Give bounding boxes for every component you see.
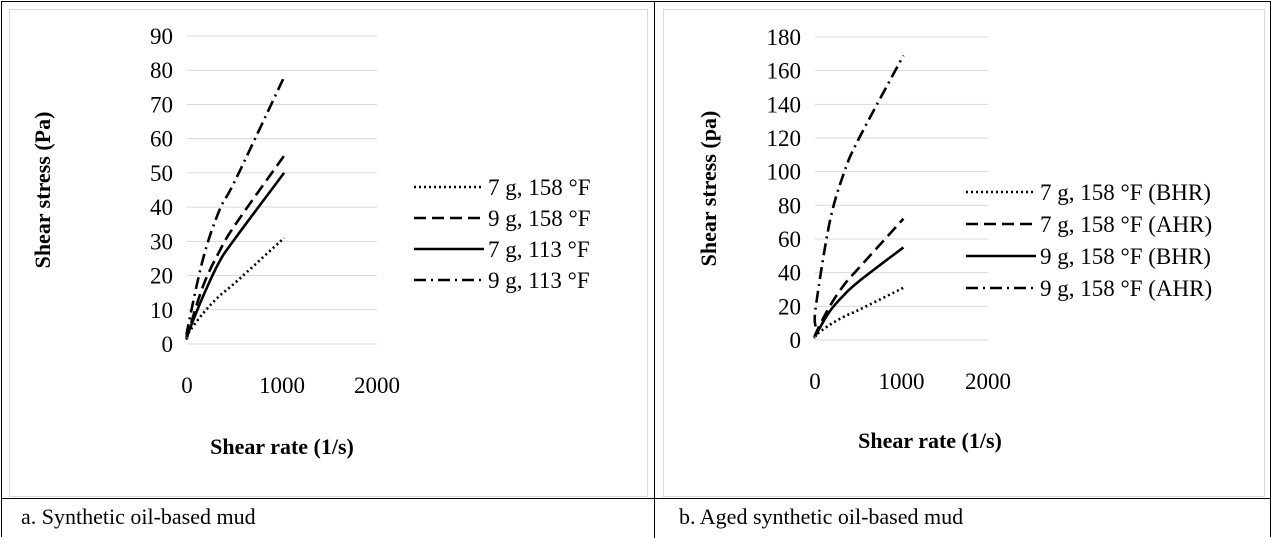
data-point [283,76,286,79]
x-tick-label: 2000 [965,369,1011,394]
y-tick-label: 160 [767,59,802,84]
legend-label-1: 7 g, 158 °F [488,175,591,200]
y-tick-label: 10 [150,298,173,323]
chart-a-frame: 0 10 20 30 40 50 60 70 80 90 0 1000 2000 Shear rate (… [9,9,648,497]
y-tick-label: 40 [778,261,801,286]
x-tick-label: 1000 [879,369,925,394]
series-line-3 [813,246,905,339]
y-tick-label: 20 [778,294,801,319]
chart-b-frame: 0 20 40 60 80 100 120 140 160 180 0 1000 2000 Shear r… [663,9,1265,497]
y-tick-label: 100 [767,160,802,185]
series-line-1 [813,286,904,338]
series-line-4 [185,76,286,336]
y-tick-label: 60 [150,127,173,152]
y-tick-label: 80 [150,58,173,83]
y-tick-label: 140 [767,92,802,117]
y-tick-label: 0 [162,332,174,357]
y-tick-label: 60 [778,227,801,252]
series-line-4 [813,54,905,327]
data-point [234,178,237,181]
caption-b: b. Aged synthetic oil-based mud [679,504,964,529]
legend-label-1: 7 g, 158 °F (BHR) [1040,180,1211,205]
y-tick-label: 120 [767,126,802,151]
y-axis-title: Shear stress (pa) [696,111,721,267]
chart-a: 0 10 20 30 40 50 60 70 80 90 0 1000 2000 Shear rate (… [30,24,591,459]
series-line-2 [813,217,905,338]
y-axis-title: Shear stress (Pa) [30,112,55,269]
series-line-2 [185,155,286,340]
y-tick-label: 30 [150,229,173,254]
caption-a: a. Synthetic oil-based mud [21,504,256,529]
x-tick-label: 2000 [354,373,400,398]
legend-label-3: 9 g, 158 °F (BHR) [1040,244,1211,269]
legend-label-4: 9 g, 158 °F (AHR) [1040,276,1212,301]
x-tick-label: 0 [809,369,821,394]
caption-row-divider [1,498,1270,499]
series-line-3 [185,172,286,340]
y-tick-label: 0 [790,328,802,353]
legend-label-2: 9 g, 158 °F [488,206,591,231]
y-tick-label: 80 [778,193,801,218]
y-tick-label: 40 [150,195,173,220]
y-tick-label: 20 [150,264,173,289]
y-tick-label: 50 [150,161,173,186]
x-tick-label: 1000 [259,373,305,398]
legend-label-4: 9 g, 113 °F [488,268,590,293]
x-axis-title: Shear rate (1/s) [210,434,354,459]
legend-label-3: 7 g, 113 °F [488,237,590,262]
y-tick-label: 70 [150,92,173,117]
y-tick-label: 180 [767,25,802,50]
table-divider [654,1,655,538]
x-tick-label: 0 [181,373,193,398]
legend-label-2: 7 g, 158 °F (AHR) [1040,212,1212,237]
chart-b: 0 20 40 60 80 100 120 140 160 180 0 1000 2000 Shear r… [696,25,1212,453]
x-axis-title: Shear rate (1/s) [858,428,1002,453]
y-tick-label: 90 [150,24,173,49]
